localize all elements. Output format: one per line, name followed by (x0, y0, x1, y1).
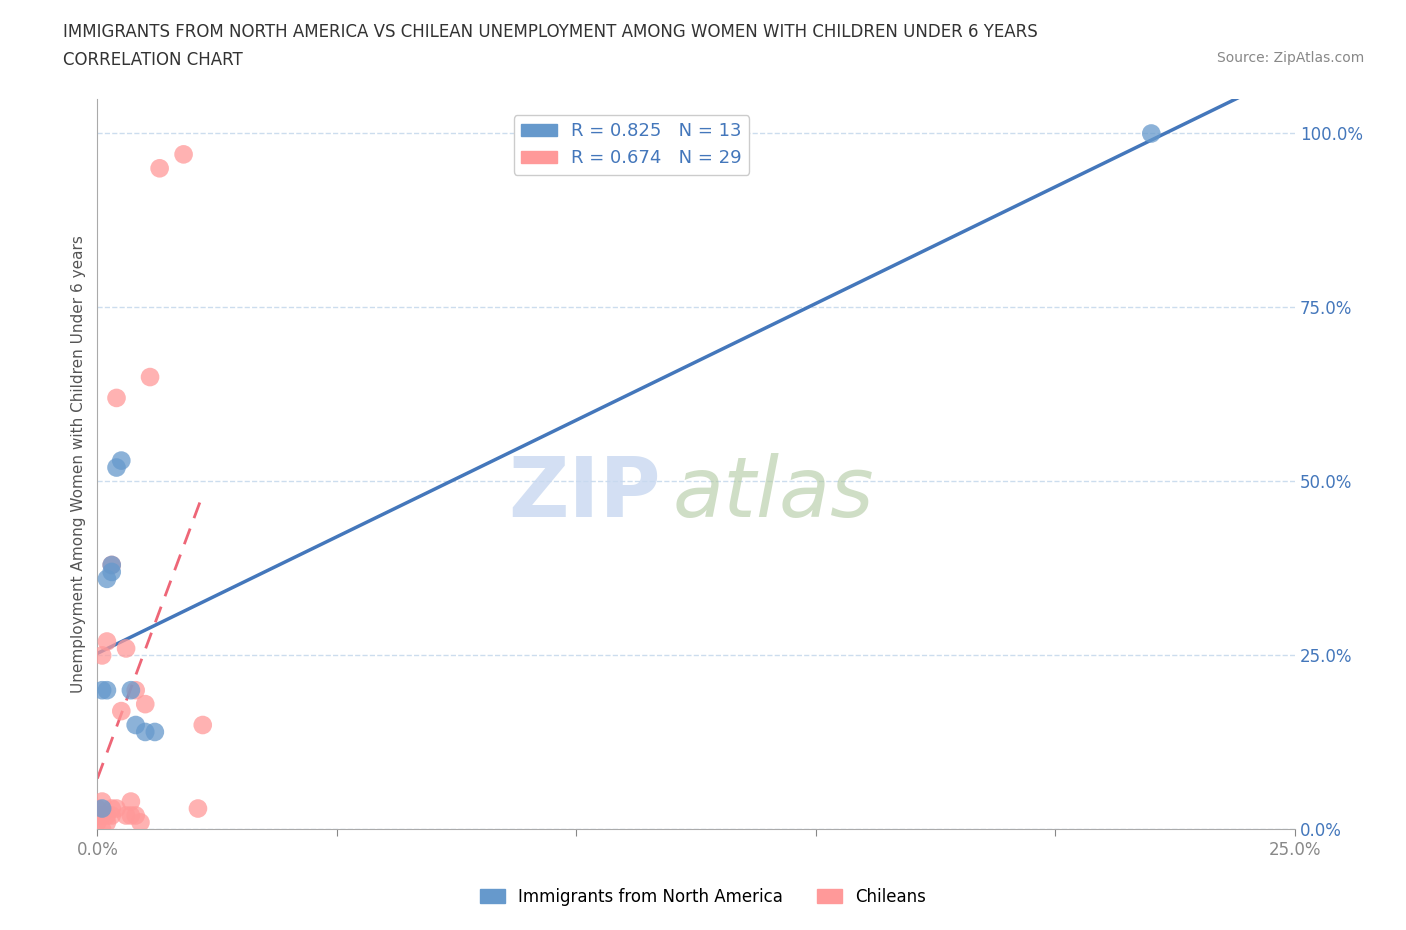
Point (115, 808, 138, 823)
Point (134, 697, 156, 711)
Point (86, 801, 108, 816)
Point (143, 724, 166, 739)
Point (134, 724, 156, 739)
Point (91, 683, 114, 698)
Point (86, 815, 108, 830)
Point (105, 391, 128, 405)
Point (105, 801, 128, 816)
Point (173, 147, 195, 162)
Point (86, 808, 108, 823)
Point (187, 801, 209, 816)
Legend: R = 0.825   N = 13, R = 0.674   N = 29: R = 0.825 N = 13, R = 0.674 N = 29 (513, 115, 749, 175)
Point (100, 565, 122, 579)
Point (120, 683, 142, 698)
Y-axis label: Unemployment Among Women with Children Under 6 years: Unemployment Among Women with Children U… (72, 235, 86, 693)
Legend: Immigrants from North America, Chileans: Immigrants from North America, Chileans (474, 881, 932, 912)
Text: atlas: atlas (672, 453, 875, 534)
Point (124, 683, 146, 698)
Text: ZIP: ZIP (508, 453, 661, 534)
Point (124, 718, 146, 733)
Point (120, 808, 142, 823)
Point (100, 557, 122, 572)
Point (105, 460, 128, 475)
Point (91, 648, 114, 663)
Point (110, 704, 132, 719)
Point (124, 808, 146, 823)
Point (91, 808, 114, 823)
Point (96, 683, 118, 698)
Point (96, 815, 118, 830)
Point (100, 808, 122, 823)
Point (110, 453, 132, 468)
Point (96, 571, 118, 586)
Point (96, 808, 118, 823)
Point (100, 557, 122, 572)
Text: Source: ZipAtlas.com: Source: ZipAtlas.com (1216, 51, 1364, 65)
Point (120, 794, 142, 809)
Point (96, 634, 118, 649)
Text: CORRELATION CHART: CORRELATION CHART (63, 51, 243, 69)
Point (115, 641, 138, 656)
Point (191, 718, 214, 733)
Point (139, 369, 162, 384)
Point (91, 794, 114, 809)
Point (91, 801, 114, 816)
Text: IMMIGRANTS FROM NORTH AMERICA VS CHILEAN UNEMPLOYMENT AMONG WOMEN WITH CHILDREN : IMMIGRANTS FROM NORTH AMERICA VS CHILEAN… (63, 23, 1038, 41)
Point (91, 822, 114, 837)
Point (149, 161, 172, 176)
Point (1140, 126, 1163, 141)
Point (129, 815, 152, 830)
Point (100, 801, 122, 816)
